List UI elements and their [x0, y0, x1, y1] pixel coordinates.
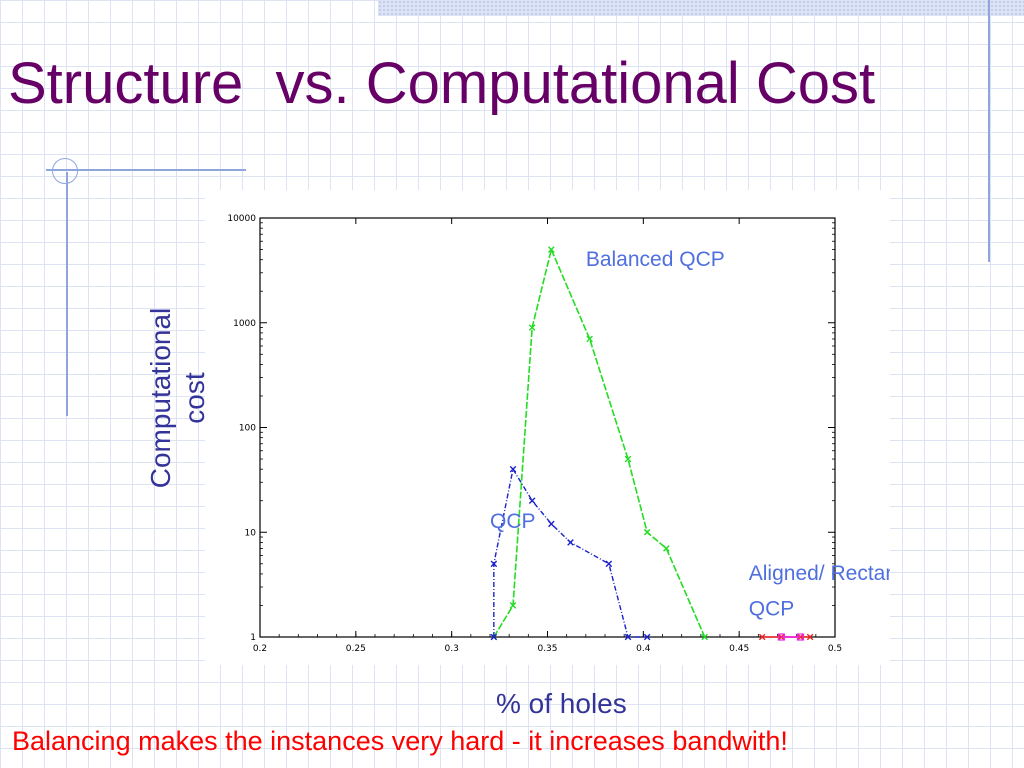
y-tick-label: 100: [239, 424, 256, 434]
circle-decoration: [52, 158, 78, 184]
data-point: [509, 602, 517, 609]
slide-title: Structure vs. Computational Cost: [8, 51, 876, 116]
x-tick-label: 0.35: [537, 644, 557, 654]
y-tick-label: 10: [245, 528, 257, 538]
data-point: [567, 539, 574, 546]
data-point: [778, 633, 785, 641]
data-point: [624, 633, 632, 641]
y-tick-label: 1: [250, 633, 256, 643]
data-point: [663, 545, 670, 552]
x-tick-label: 0.25: [346, 644, 366, 654]
title-underline: [46, 169, 246, 171]
data-point: [586, 335, 593, 343]
data-point: [548, 246, 555, 253]
data-point: [548, 520, 555, 528]
data-point: [528, 497, 536, 505]
x-tick-label: 0.45: [729, 644, 749, 654]
y-tick-label: 10000: [227, 214, 256, 224]
data-point: [605, 560, 613, 568]
data-point: [528, 324, 536, 331]
series-line: [493, 467, 648, 638]
x-tick-label: 0.5: [828, 644, 842, 654]
right-decorative-line: [988, 0, 990, 262]
y-tick-label: 1000: [233, 319, 256, 329]
footer-note: Balancing makes the instances very hard …: [12, 726, 788, 756]
y-axis-label-line-2: cost: [179, 372, 210, 424]
y-axis-label-line-1: Computational: [145, 307, 176, 489]
annotation-label: QCP: [490, 510, 536, 533]
x-tick-label: 0.2: [253, 644, 267, 654]
x-axis-label: % of holes: [496, 688, 627, 719]
data-point: [758, 633, 766, 641]
data-point: [806, 633, 814, 641]
data-point: [777, 633, 785, 641]
series-line: [493, 247, 706, 638]
x-tick-label: 0.4: [636, 644, 651, 654]
annotation-label: QCP: [749, 598, 795, 621]
data-point: [624, 455, 632, 463]
chart: 0.2 0.25 0.3 0.35 0.4 0.45 0.5 1 10 100 1000 10000 B…: [227, 214, 890, 654]
annotation-label: Aligned/ Rectangular: [749, 562, 890, 585]
data-point: [701, 633, 708, 641]
y-axis-label: Computational cost: [144, 248, 212, 548]
data-point: [643, 633, 651, 641]
data-point: [643, 528, 651, 536]
data-point: [490, 560, 498, 568]
annotation-label: Balanced QCP: [586, 248, 725, 271]
data-point: [490, 633, 498, 641]
left-decorative-line: [66, 172, 68, 416]
top-decorative-band: [378, 0, 1024, 16]
x-tick-label: 0.3: [445, 644, 459, 654]
data-point: [796, 633, 805, 641]
plot-panel: 0.2 0.25 0.3 0.35 0.4 0.45 0.5 1 10 100 1000 10000 B…: [205, 190, 890, 665]
data-point: [509, 465, 517, 473]
